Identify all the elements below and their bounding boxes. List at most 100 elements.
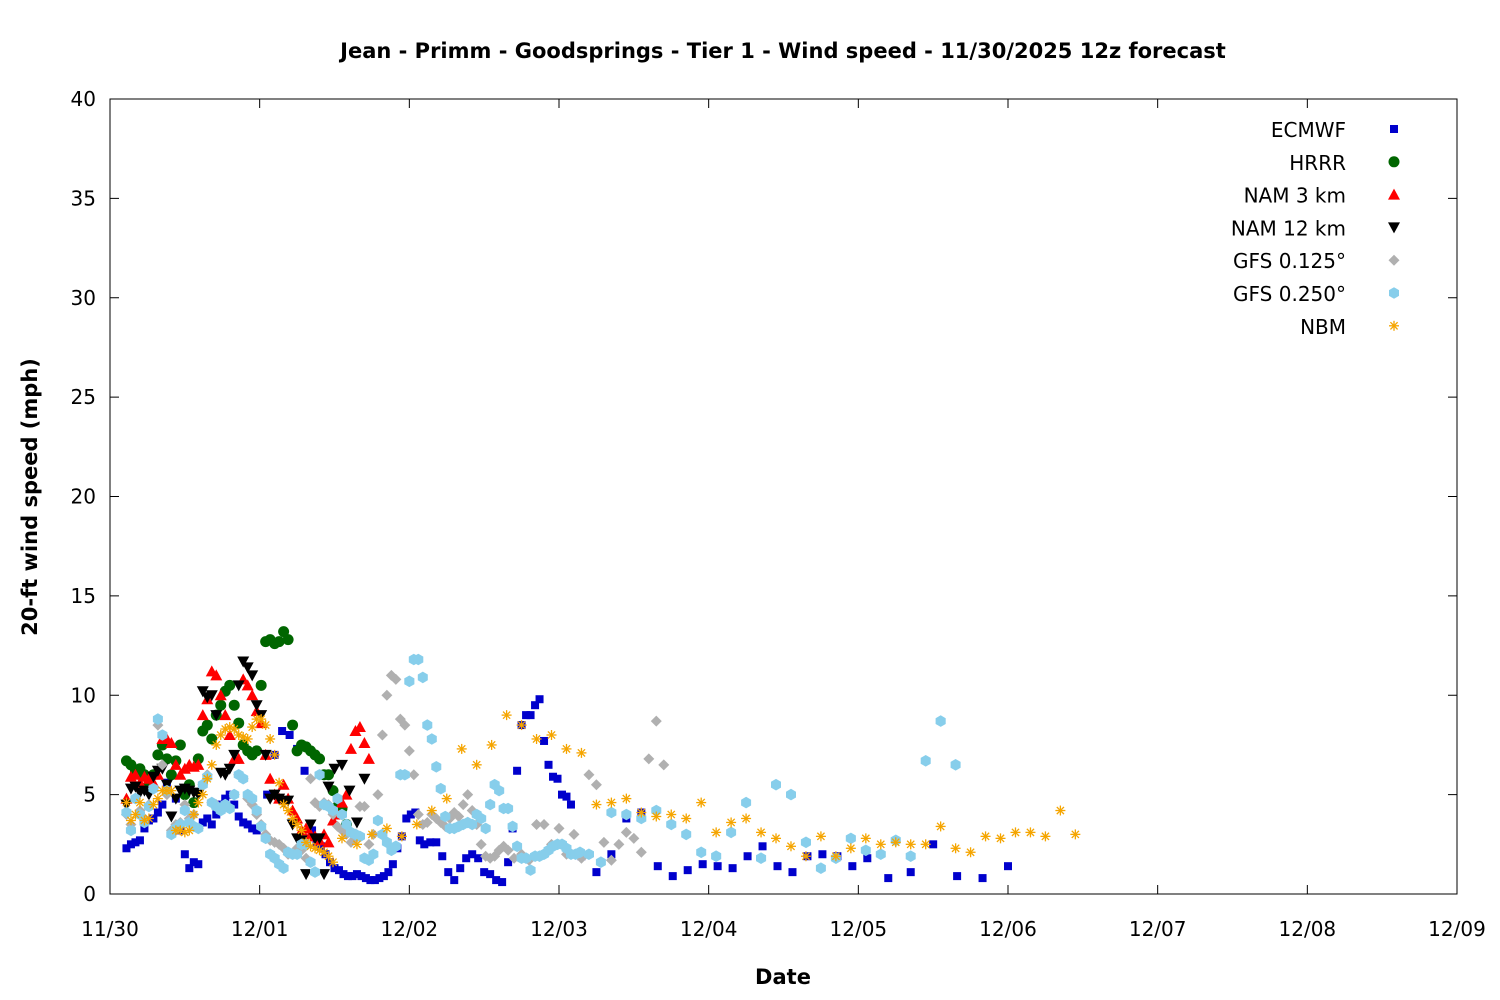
data-point bbox=[363, 838, 375, 850]
series-gfs-0-125- bbox=[120, 669, 670, 866]
data-point bbox=[219, 769, 232, 781]
data-point bbox=[348, 872, 357, 881]
data-point bbox=[698, 860, 707, 869]
data-point bbox=[304, 819, 317, 831]
data-point bbox=[549, 772, 558, 781]
data-point bbox=[215, 699, 227, 711]
data-point bbox=[711, 850, 722, 862]
y-tick-label: 5 bbox=[83, 783, 96, 807]
data-point bbox=[396, 831, 407, 842]
data-point bbox=[711, 827, 722, 838]
data-point bbox=[357, 872, 366, 881]
data-point bbox=[278, 799, 289, 810]
data-point bbox=[1040, 831, 1051, 842]
data-point bbox=[681, 813, 692, 824]
data-point bbox=[241, 662, 254, 674]
data-point bbox=[540, 736, 549, 745]
data-point bbox=[165, 811, 178, 823]
data-point bbox=[210, 669, 223, 681]
data-point bbox=[292, 819, 303, 830]
data-point bbox=[574, 846, 585, 859]
data-point bbox=[1055, 805, 1066, 816]
data-point bbox=[153, 808, 162, 817]
data-point bbox=[358, 801, 370, 813]
legend-marker bbox=[1388, 156, 1400, 168]
data-point bbox=[189, 858, 198, 867]
data-point bbox=[408, 769, 420, 781]
data-point bbox=[576, 747, 587, 758]
data-point bbox=[628, 832, 640, 844]
data-point bbox=[143, 800, 154, 813]
data-point bbox=[256, 820, 267, 833]
data-point bbox=[238, 772, 249, 785]
legend-label: GFS 0.125° bbox=[1233, 249, 1346, 273]
data-point bbox=[269, 749, 280, 760]
data-point bbox=[296, 825, 307, 836]
legend-label: NBM bbox=[1300, 315, 1346, 339]
data-point bbox=[467, 818, 478, 831]
legend-marker bbox=[1389, 320, 1399, 331]
data-point bbox=[620, 826, 632, 838]
data-point bbox=[402, 814, 411, 823]
data-point bbox=[875, 839, 886, 850]
data-point bbox=[471, 759, 482, 770]
data-point bbox=[314, 769, 325, 781]
data-point bbox=[758, 842, 767, 851]
data-point bbox=[606, 797, 617, 808]
data-point bbox=[726, 817, 737, 828]
x-tick-label: 12/07 bbox=[1129, 917, 1187, 941]
data-point bbox=[300, 869, 313, 881]
data-point bbox=[376, 729, 388, 741]
data-point bbox=[157, 729, 168, 741]
data-point bbox=[980, 831, 991, 842]
data-point bbox=[278, 727, 287, 736]
data-point bbox=[242, 733, 253, 744]
data-point bbox=[800, 851, 811, 862]
data-point bbox=[890, 837, 901, 848]
legend-marker bbox=[1389, 287, 1399, 299]
legend-label: HRRR bbox=[1289, 151, 1346, 175]
data-point bbox=[535, 695, 544, 704]
data-point bbox=[156, 759, 168, 771]
data-point bbox=[399, 719, 411, 731]
series-gfs-0-250- bbox=[121, 653, 961, 878]
data-point bbox=[786, 788, 796, 801]
data-point bbox=[233, 717, 245, 729]
data-point bbox=[636, 807, 647, 818]
data-point bbox=[265, 733, 276, 744]
data-point bbox=[328, 763, 341, 775]
data-point bbox=[950, 759, 961, 771]
data-point bbox=[553, 822, 565, 834]
data-point bbox=[728, 864, 737, 873]
data-point bbox=[135, 836, 144, 845]
data-point bbox=[278, 862, 289, 874]
data-point bbox=[196, 709, 209, 721]
legend-item: HRRR bbox=[1289, 151, 1400, 175]
data-point bbox=[228, 749, 241, 761]
data-point bbox=[863, 854, 872, 863]
data-point bbox=[426, 838, 435, 847]
data-point bbox=[335, 796, 348, 808]
data-point bbox=[526, 711, 535, 720]
data-point bbox=[152, 749, 164, 761]
data-point bbox=[726, 826, 737, 839]
data-point bbox=[354, 830, 365, 843]
data-point bbox=[256, 714, 267, 725]
data-point bbox=[480, 822, 491, 835]
data-point bbox=[521, 852, 532, 864]
data-point bbox=[202, 773, 213, 784]
data-point bbox=[504, 858, 513, 867]
data-point bbox=[583, 848, 594, 860]
data-point bbox=[513, 766, 522, 775]
data-point bbox=[502, 844, 514, 856]
data-point bbox=[453, 810, 465, 822]
data-point bbox=[237, 656, 250, 668]
data-point bbox=[462, 854, 471, 863]
legend-label: ECMWF bbox=[1271, 118, 1346, 142]
data-point bbox=[426, 733, 437, 745]
data-point bbox=[305, 773, 317, 785]
data-point bbox=[905, 839, 916, 850]
data-point bbox=[314, 753, 326, 765]
data-point bbox=[848, 862, 857, 871]
